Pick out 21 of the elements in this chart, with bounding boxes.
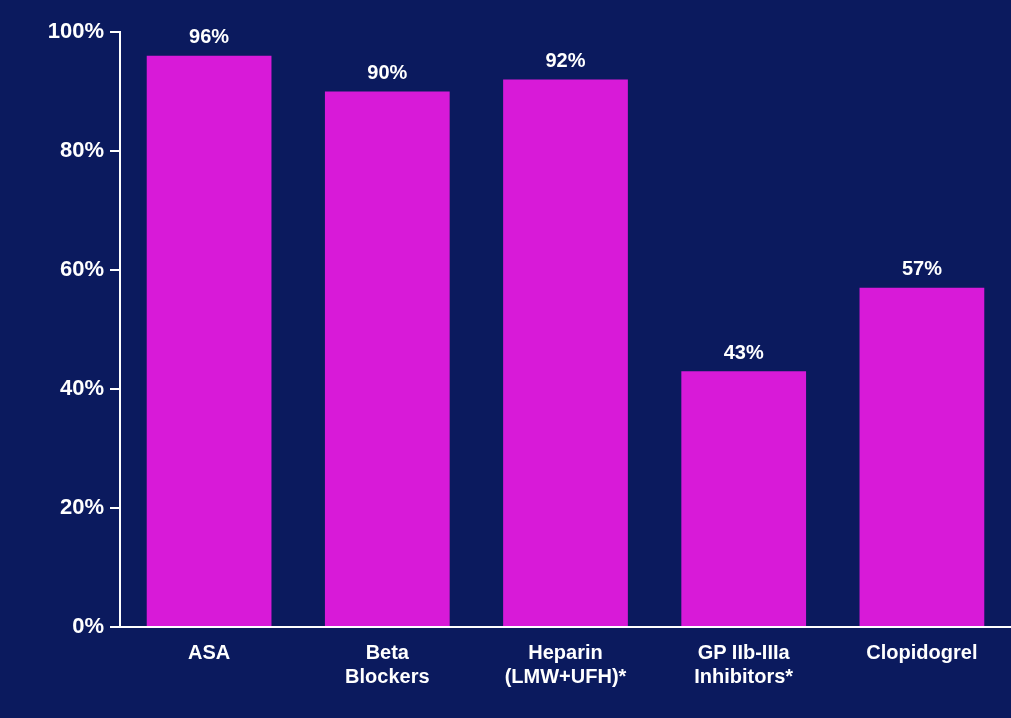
x-tick-label: ASA <box>187 640 231 663</box>
y-tick-label: 40% <box>59 375 104 401</box>
bar <box>324 91 450 626</box>
data-label: 90% <box>367 61 408 84</box>
data-label: 96% <box>189 25 230 48</box>
y-tick-label: 100% <box>47 18 104 44</box>
bar <box>503 79 628 626</box>
data-label: 92% <box>545 49 586 72</box>
bar <box>681 371 807 626</box>
x-tick-label: Heparin (LMW+UFH)* <box>504 640 627 687</box>
data-label: 43% <box>723 340 764 363</box>
data-label: 57% <box>901 257 943 280</box>
x-tick-label: Clopidogrel <box>866 640 978 663</box>
y-tick-label: 20% <box>59 494 104 520</box>
bar <box>859 287 985 626</box>
x-tick-label: Beta Blockers <box>345 640 430 687</box>
x-tick-label: GP IIb-IIIa Inhibitors* <box>694 640 794 687</box>
y-tick-label: 60% <box>59 256 104 282</box>
y-tick-label: 80% <box>59 137 104 163</box>
y-tick-label: 0% <box>72 613 104 639</box>
bar <box>146 55 272 626</box>
